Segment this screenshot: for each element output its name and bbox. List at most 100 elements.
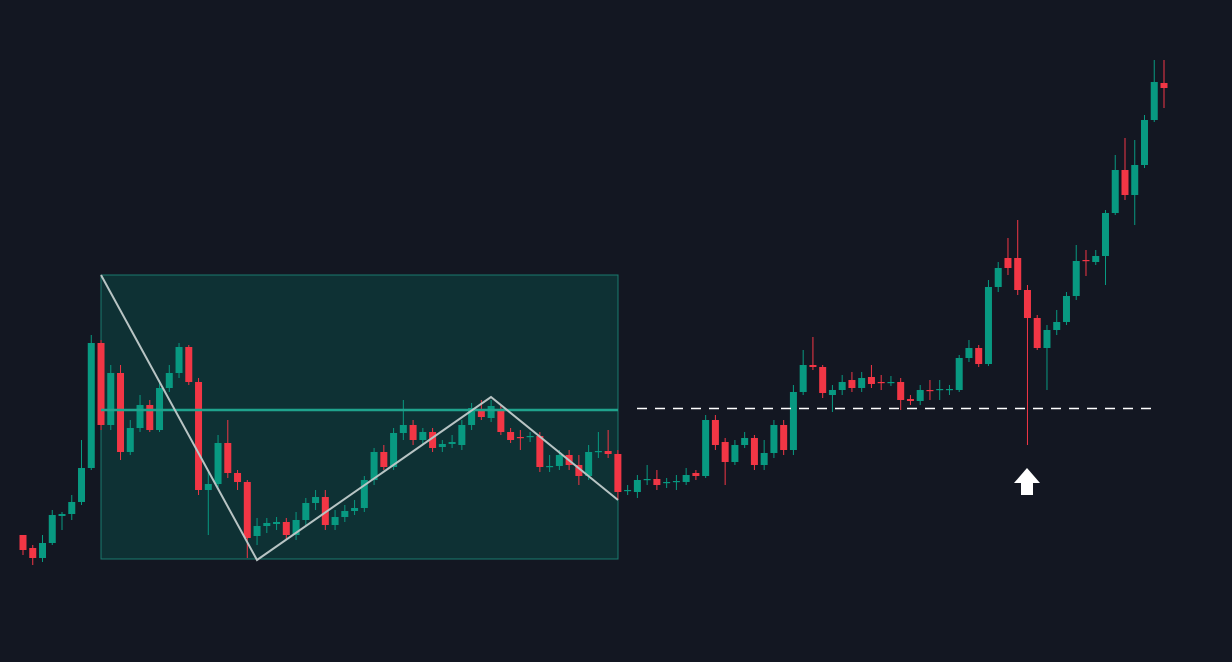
candle-body [58,514,66,516]
candle-body [702,420,710,476]
candle-body [984,287,992,364]
candle-body [936,389,944,391]
candle-body [799,365,807,392]
candle-body [243,482,251,538]
candle-body [975,348,983,364]
candle-body [429,432,437,448]
candle-body [633,480,641,492]
candle-body [468,408,476,425]
candle-body [1111,170,1119,213]
candle-body [1160,83,1168,88]
candle-body [458,425,466,445]
candle-body [312,497,320,503]
candle-body [1150,82,1158,120]
candle-body [477,410,485,417]
candle-body [789,392,797,450]
candle-body [331,517,339,525]
candle-body [711,420,719,445]
candle-body [87,343,95,468]
candle-body [682,475,690,482]
candle-body [760,453,768,465]
candle-body [253,526,261,536]
candle-body [731,445,739,462]
candle-body [945,389,953,391]
candle-body [341,511,349,517]
candle-body [1121,170,1129,195]
candle-body [1072,261,1080,296]
candle-body [146,405,154,430]
candle-body [1004,258,1012,268]
candle-body [419,432,427,440]
candle-body [663,482,671,484]
candle-body [195,382,203,490]
candle-body [965,348,973,358]
candle-body [165,373,173,388]
candle-body [653,479,661,485]
candle-body [321,497,329,525]
candle-body [809,365,817,367]
candle-body [926,390,934,392]
candle-body [780,425,788,450]
candle-body [448,442,456,444]
candle-body [546,466,554,468]
candle-body [1092,256,1100,262]
candle-body [263,523,271,526]
candle-body [380,452,388,467]
candle-body [741,438,749,445]
candle-body [819,367,827,393]
candle-body [1023,290,1031,318]
candle-body [351,508,359,511]
candles [19,60,1168,565]
candle-body [39,543,47,558]
candle-body [526,436,534,438]
candle-body [867,377,875,384]
candle-body [302,503,310,520]
candle-body [1043,330,1051,348]
candle-body [68,502,76,514]
candle-body [282,522,290,535]
candle-body [399,425,407,433]
candle-body [672,481,680,483]
candle-body [692,473,700,476]
candle-body [916,390,924,401]
candle-body [848,380,856,388]
candle-body [555,455,563,466]
candle-body [273,522,281,524]
candle-body [516,437,524,439]
candle-body [1131,165,1139,195]
candle-body [78,468,86,502]
candle-body [604,451,612,454]
candle-body [409,425,417,440]
candle-body [360,480,368,508]
candle-body [438,444,446,447]
range-box [100,274,619,560]
candle-body [224,443,232,473]
candle-body [507,432,515,440]
candle-body [29,548,37,558]
candle-body [770,425,778,453]
candle-body [877,382,885,384]
candle-body [234,473,242,482]
candle-body [370,452,378,480]
candle-body [1053,322,1061,330]
candle-body [185,347,193,382]
candle-body [292,520,300,535]
candle-body [497,410,505,432]
candle-body [614,454,622,492]
candle-body [1140,120,1148,165]
candle-body [575,465,583,476]
candle-body [897,382,905,400]
candle-body [214,443,222,484]
candle-body [887,382,895,384]
candle-body [19,535,27,550]
candle-body [126,428,134,452]
candle-body [994,268,1002,287]
candle-body [107,373,115,425]
candle-body [1062,296,1070,322]
candle-body [955,358,963,390]
candle-body [117,373,125,452]
candle-body [643,479,651,481]
candle-body [536,436,544,467]
candle-body [487,406,495,418]
candle-body [585,452,593,476]
